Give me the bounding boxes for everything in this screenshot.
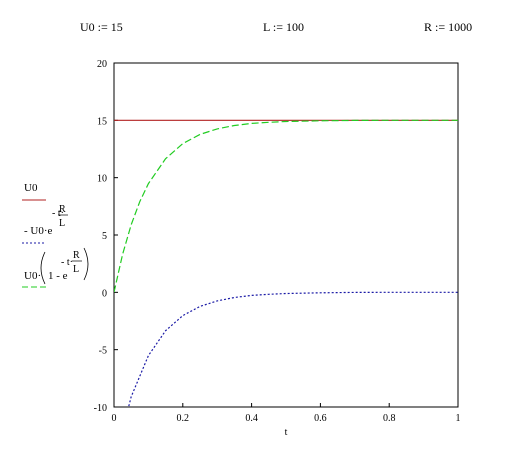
x-tick-label: 0.2	[177, 413, 190, 424]
y-tick-label: 10	[97, 174, 107, 185]
legend-label-neg-exp: - U0·e - t· R L	[24, 204, 68, 237]
definition-l: L := 100	[263, 20, 304, 34]
svg-text:L: L	[73, 264, 79, 275]
x-tick-label: 0.4	[245, 413, 258, 424]
legend: U0 - U0·e - t· R L U0· 1 - e - t· R L	[22, 182, 89, 288]
legend-label-u0: U0	[24, 182, 38, 194]
plot-area	[113, 62, 459, 408]
x-tick-label: 1	[456, 413, 461, 424]
svg-text:- t·: - t·	[52, 208, 64, 219]
svg-text:- t·: - t·	[61, 257, 73, 268]
y-tick-label: 0	[102, 288, 107, 299]
svg-text:U0·: U0·	[24, 270, 41, 282]
series-line-2	[127, 291, 458, 407]
axes-text: 0 0.2 0.4 0.6 0.8 1 -10 -5 0 5 10 15 20 t	[94, 59, 461, 438]
svg-text:1 - e: 1 - e	[48, 270, 68, 282]
legend-label-rise: U0· 1 - e - t· R L	[24, 247, 89, 285]
x-axis-label: t	[285, 427, 288, 438]
x-tick-label: 0	[112, 413, 117, 424]
svg-text:L: L	[59, 218, 65, 229]
definition-u0: U0 := 15	[80, 20, 123, 34]
x-tick-label: 0.8	[383, 413, 396, 424]
y-tick-label: 15	[97, 116, 107, 127]
definition-r: R := 1000	[424, 20, 473, 34]
svg-text:- U0·e: - U0·e	[24, 225, 53, 237]
x-tick-label: 0.6	[314, 413, 327, 424]
plot-frame	[113, 62, 459, 408]
y-tick-label: 5	[102, 231, 107, 242]
svg-text:R: R	[73, 250, 80, 261]
y-tick-label: 20	[97, 59, 107, 70]
svg-text:R: R	[59, 204, 66, 215]
y-tick-label: -10	[94, 403, 107, 414]
y-tick-label: -5	[99, 346, 107, 357]
series-line-3	[114, 119, 458, 293]
